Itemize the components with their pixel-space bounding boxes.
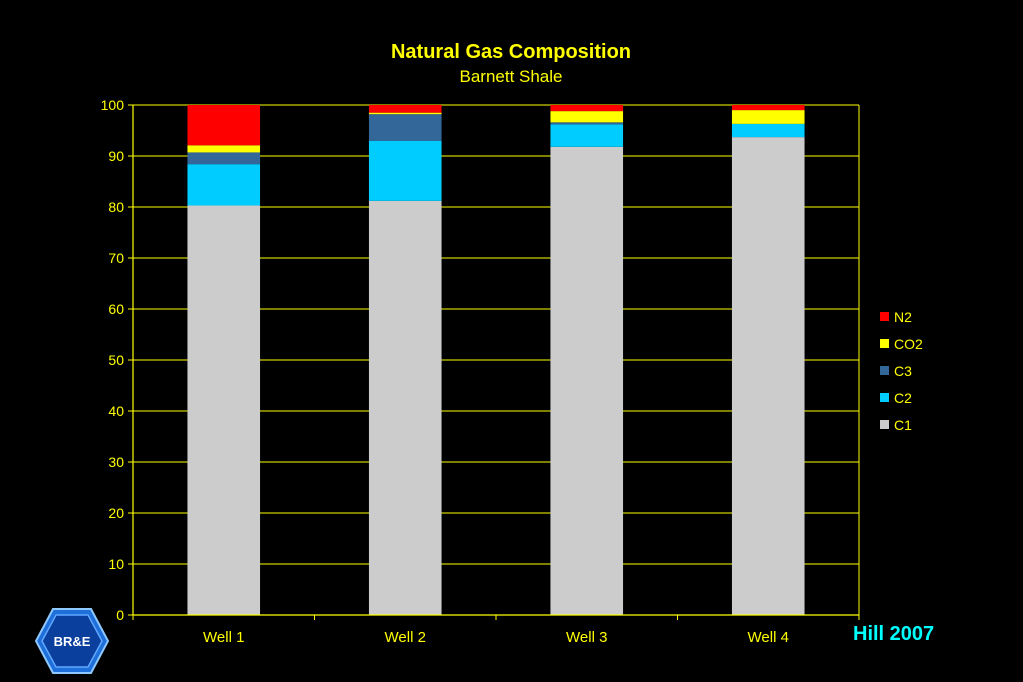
legend-swatch-c3 bbox=[880, 366, 889, 375]
legend-swatch-co2 bbox=[880, 339, 889, 348]
legend-swatch-c1 bbox=[880, 420, 889, 429]
legend-swatch-c2 bbox=[880, 393, 889, 402]
bar-c1-well-1 bbox=[187, 205, 261, 615]
hexagon-logo-icon: BR&E bbox=[34, 608, 110, 674]
chart-subtitle: Barnett Shale bbox=[459, 67, 562, 86]
bar-c3-well-2 bbox=[368, 114, 442, 141]
bar-c2-well-2 bbox=[368, 140, 442, 201]
bar-n2-well-4 bbox=[731, 105, 805, 111]
y-tick-label: 30 bbox=[108, 454, 124, 470]
bar-n2-well-2 bbox=[368, 105, 442, 113]
x-tick-label: Well 2 bbox=[385, 629, 426, 646]
y-tick-label: 0 bbox=[116, 607, 124, 623]
bar-co2-well-3 bbox=[550, 111, 624, 123]
chart-title: Natural Gas Composition bbox=[391, 41, 631, 63]
bar-co2-well-4 bbox=[731, 110, 805, 124]
bars bbox=[187, 105, 805, 615]
y-tick-label: 50 bbox=[108, 352, 124, 368]
bar-c2-well-4 bbox=[731, 123, 805, 138]
legend-label-co2: CO2 bbox=[894, 336, 923, 352]
y-tick-label: 40 bbox=[108, 403, 124, 419]
axes: 0 10 20 30 40 50 60 70 80 90 100 Well 1 Well 2 Well 3… bbox=[101, 97, 860, 646]
bar-c1-well-3 bbox=[550, 146, 624, 615]
bar-n2-well-3 bbox=[550, 105, 624, 112]
y-tick-label: 70 bbox=[108, 250, 124, 266]
legend-label-c3: C3 bbox=[894, 363, 912, 379]
x-tick-label: Well 1 bbox=[203, 629, 244, 646]
logo-text: BR&E bbox=[54, 634, 91, 649]
x-tick-label: Well 4 bbox=[748, 629, 789, 646]
bar-n2-well-1 bbox=[187, 105, 261, 146]
x-tick-label: Well 3 bbox=[566, 629, 607, 646]
y-tick-label: 90 bbox=[108, 148, 124, 164]
bar-c2-well-1 bbox=[187, 164, 261, 206]
citation-label: Hill 2007 bbox=[853, 623, 935, 645]
bar-c3-well-3 bbox=[550, 122, 624, 125]
y-tick-label: 100 bbox=[101, 97, 125, 113]
legend-label-n2: N2 bbox=[894, 309, 912, 325]
legend: N2 CO2 C3 C2 C1 bbox=[880, 309, 923, 433]
bar-c1-well-4 bbox=[731, 137, 805, 615]
bar-c2-well-3 bbox=[550, 124, 624, 147]
y-tick-label: 60 bbox=[108, 301, 124, 317]
bar-co2-well-1 bbox=[187, 145, 261, 153]
bar-c1-well-2 bbox=[368, 200, 442, 615]
bar-co2-well-2 bbox=[368, 112, 442, 115]
y-tick-label: 20 bbox=[108, 505, 124, 521]
y-tick-label: 80 bbox=[108, 199, 124, 215]
legend-label-c1: C1 bbox=[894, 417, 912, 433]
bar-c3-well-1 bbox=[187, 152, 261, 165]
legend-label-c2: C2 bbox=[894, 390, 912, 406]
y-tick-label: 10 bbox=[108, 556, 124, 572]
legend-swatch-n2 bbox=[880, 312, 889, 321]
